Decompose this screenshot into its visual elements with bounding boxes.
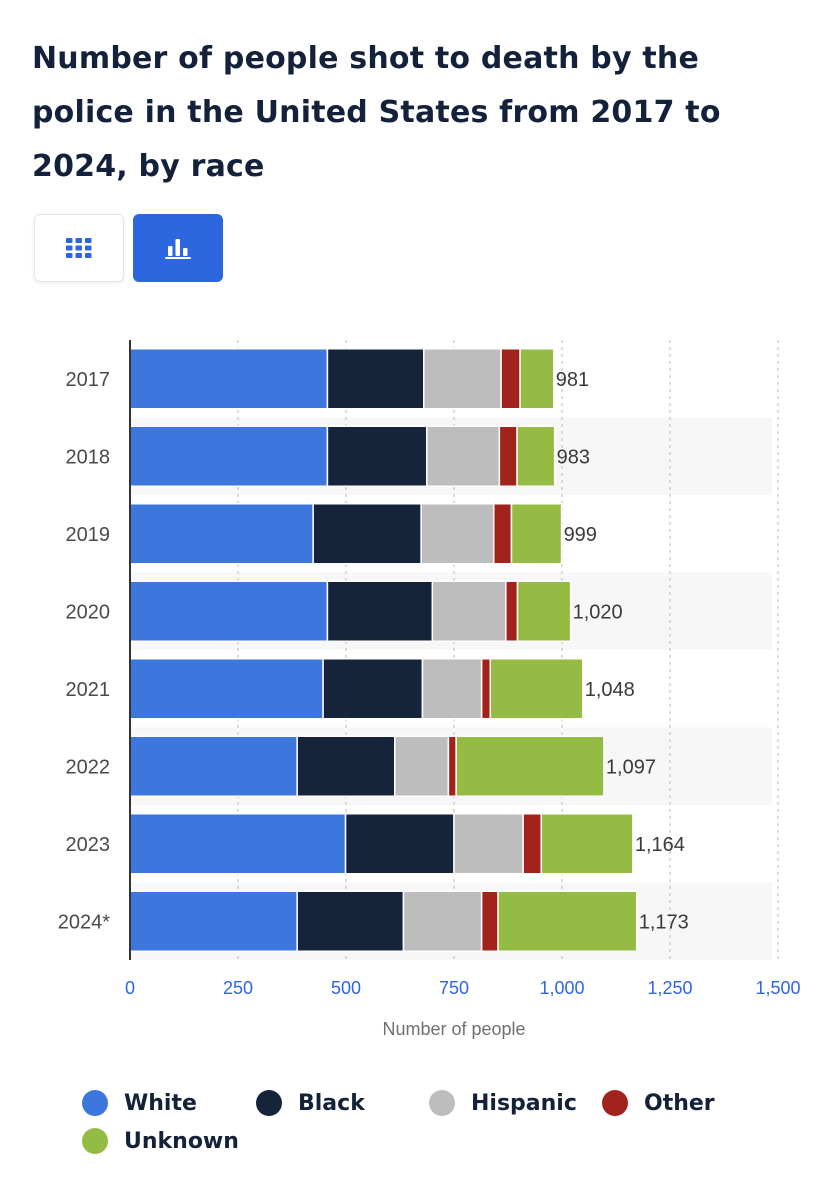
table-view-button[interactable] xyxy=(34,214,124,282)
total-label: 1,164 xyxy=(635,834,685,856)
legend-label-unknown: Unknown xyxy=(124,1128,239,1154)
bar-other-2022 xyxy=(447,735,457,797)
bar-other-2017 xyxy=(500,348,521,410)
bar-white-2019 xyxy=(129,503,314,565)
legend-item-black[interactable]: Black xyxy=(256,1090,365,1116)
legend-label-black: Black xyxy=(298,1090,365,1116)
legend-swatch-white xyxy=(82,1090,108,1116)
bar-hispanic-2024 xyxy=(402,890,483,952)
bar-hispanic-2018 xyxy=(426,425,501,487)
total-label: 1,048 xyxy=(585,679,635,701)
bar-unknown-2020 xyxy=(516,580,572,642)
bar-black-2020 xyxy=(326,580,434,642)
y-tick-label: 2019 xyxy=(66,524,111,546)
bar-black-2021 xyxy=(322,658,424,720)
bar-other-2024 xyxy=(480,890,499,952)
legend-swatch-unknown xyxy=(82,1128,108,1154)
bar-unknown-2017 xyxy=(519,348,555,410)
bar-white-2023 xyxy=(129,813,347,875)
legend-item-hispanic[interactable]: Hispanic xyxy=(429,1090,577,1116)
legend-item-white[interactable]: White xyxy=(82,1090,197,1116)
x-axis-title: Number of people xyxy=(382,1019,525,1039)
bar-other-2019 xyxy=(492,503,513,565)
y-tick-label: 2018 xyxy=(66,446,111,468)
bar-unknown-2023 xyxy=(540,813,634,875)
bar-other-2018 xyxy=(498,425,518,487)
bar-white-2021 xyxy=(129,658,324,720)
bar-hispanic-2019 xyxy=(420,503,495,565)
legend-label-hispanic: Hispanic xyxy=(471,1090,577,1116)
bar-unknown-2024 xyxy=(497,890,638,952)
total-label: 999 xyxy=(564,524,597,546)
x-tick-label: 750 xyxy=(439,978,469,998)
y-tick-label: 2024* xyxy=(58,911,110,933)
bar-white-2024 xyxy=(129,890,298,952)
bar-hispanic-2020 xyxy=(431,580,507,642)
bar-black-2024 xyxy=(296,890,405,952)
bar-hispanic-2023 xyxy=(453,813,524,875)
bar-other-2021 xyxy=(480,658,492,720)
legend-item-other[interactable]: Other xyxy=(602,1090,715,1116)
x-tick-label: 1,250 xyxy=(647,978,692,998)
y-tick-label: 2017 xyxy=(66,369,111,391)
y-tick-label: 2023 xyxy=(66,834,111,856)
bar-other-2020 xyxy=(505,580,519,642)
bar-unknown-2022 xyxy=(455,735,605,797)
x-tick-label: 250 xyxy=(223,978,253,998)
legend-item-unknown[interactable]: Unknown xyxy=(82,1128,239,1154)
total-label: 1,173 xyxy=(639,911,689,933)
total-label: 1,020 xyxy=(573,601,623,623)
y-tick-label: 2021 xyxy=(66,679,111,701)
bar-other-2023 xyxy=(522,813,543,875)
stacked-bar-chart: 981 2017 983 2018 999 2019 1,020 2020 1,048 2021 1… xyxy=(58,340,801,1039)
x-tick-label: 500 xyxy=(331,978,361,998)
legend-swatch-hispanic xyxy=(429,1090,455,1116)
total-label: 981 xyxy=(556,369,589,391)
legend-swatch-black xyxy=(256,1090,282,1116)
chart-title: Number of people shot to death by the po… xyxy=(32,41,721,184)
legend-swatch-other xyxy=(602,1090,628,1116)
bar-white-2017 xyxy=(129,348,329,410)
bar-black-2018 xyxy=(326,425,428,487)
bar-unknown-2018 xyxy=(516,425,556,487)
x-tick-label: 1,500 xyxy=(755,978,800,998)
bar-black-2017 xyxy=(326,348,425,410)
bar-hispanic-2022 xyxy=(394,735,450,797)
y-tick-label: 2022 xyxy=(66,756,111,778)
bar-black-2022 xyxy=(296,735,396,797)
legend-label-white: White xyxy=(124,1090,197,1116)
chart-view-button[interactable] xyxy=(133,214,223,282)
bar-white-2020 xyxy=(129,580,329,642)
bar-hispanic-2017 xyxy=(423,348,502,410)
bar-white-2018 xyxy=(129,425,329,487)
table-grid-icon xyxy=(66,238,92,258)
bar-unknown-2019 xyxy=(510,503,563,565)
y-tick-label: 2020 xyxy=(66,601,111,623)
bar-unknown-2021 xyxy=(489,658,584,720)
x-tick-label: 0 xyxy=(125,978,135,998)
bar-hispanic-2021 xyxy=(421,658,483,720)
legend-label-other: Other xyxy=(644,1090,715,1116)
total-label: 983 xyxy=(557,446,590,468)
bar-white-2022 xyxy=(129,735,298,797)
bar-chart-icon xyxy=(165,239,191,259)
bar-black-2023 xyxy=(344,813,455,875)
x-tick-label: 1,000 xyxy=(539,978,584,998)
bar-black-2019 xyxy=(312,503,422,565)
total-label: 1,097 xyxy=(606,756,656,778)
